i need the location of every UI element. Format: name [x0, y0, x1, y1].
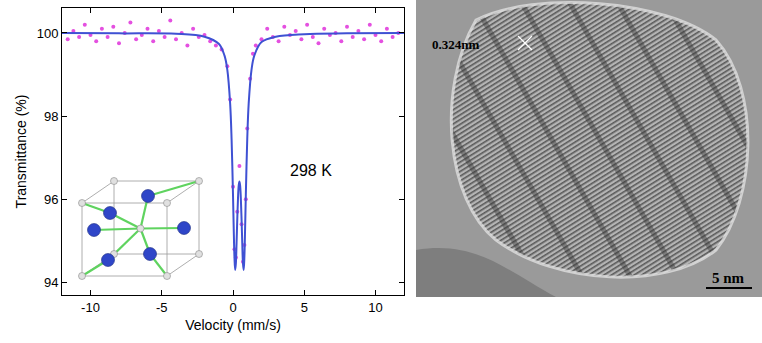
svg-text:10: 10 — [368, 300, 382, 315]
svg-text:98: 98 — [44, 109, 58, 124]
svg-text:94: 94 — [44, 275, 58, 290]
svg-text:298 K: 298 K — [290, 162, 332, 179]
svg-text:0: 0 — [229, 300, 236, 315]
svg-text:Velocity (mm/s): Velocity (mm/s) — [185, 317, 281, 333]
svg-text:96: 96 — [44, 192, 58, 207]
svg-text:5: 5 — [301, 300, 308, 315]
svg-text:Transmittance (%): Transmittance (%) — [13, 95, 29, 209]
svg-text:-5: -5 — [156, 300, 168, 315]
svg-text:100: 100 — [37, 26, 59, 41]
svg-text:5 nm: 5 nm — [712, 270, 745, 286]
svg-text:0.324nm: 0.324nm — [432, 37, 479, 52]
svg-text:-10: -10 — [81, 300, 100, 315]
